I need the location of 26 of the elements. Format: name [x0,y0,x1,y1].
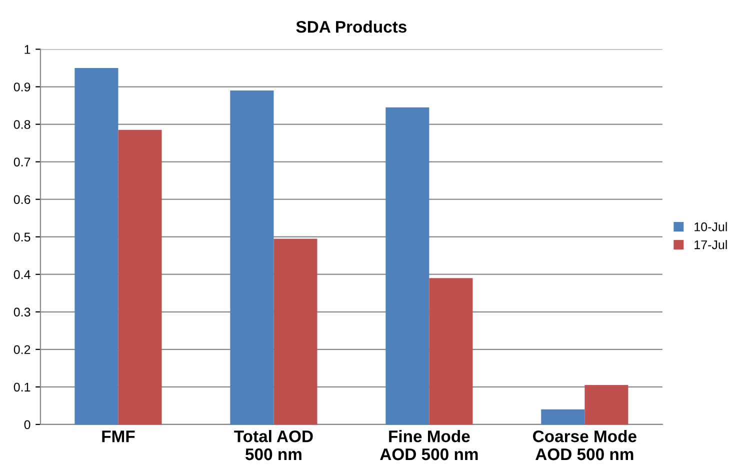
x-tick-label: Total AOD 500 nm [234,430,313,460]
y-tick-label: 0.1 [14,382,30,392]
y-tick-label: 0.7 [14,158,30,166]
y-tick-label: 0 [24,420,30,430]
y-tick-label: 0.3 [14,308,30,317]
bar [118,130,162,424]
y-tick-label: 0.2 [14,345,30,354]
bar [584,385,628,424]
y-tick-label: 0.8 [14,120,30,129]
bar [541,409,585,424]
y-tick-label: 0.5 [14,232,30,242]
y-tick-label: 0.4 [14,270,30,280]
y-tick-label: 1 [24,45,30,54]
bar [74,68,118,424]
bar [274,238,318,424]
legend-label: 17-Jul [694,240,727,250]
bar [230,90,274,424]
x-tick-label: Coarse Mode AOD 500 nm [533,430,636,460]
y-tick-label: 0.6 [14,195,30,204]
legend-label: 10-Jul [694,222,727,232]
bar [386,107,430,424]
y-tick-label: 0.9 [14,82,30,92]
bar [429,278,473,424]
x-tick-label: FMF [102,430,135,442]
x-tick-label: Fine Mode AOD 500 nm [380,430,478,460]
chart-title: SDA Products [296,20,406,33]
